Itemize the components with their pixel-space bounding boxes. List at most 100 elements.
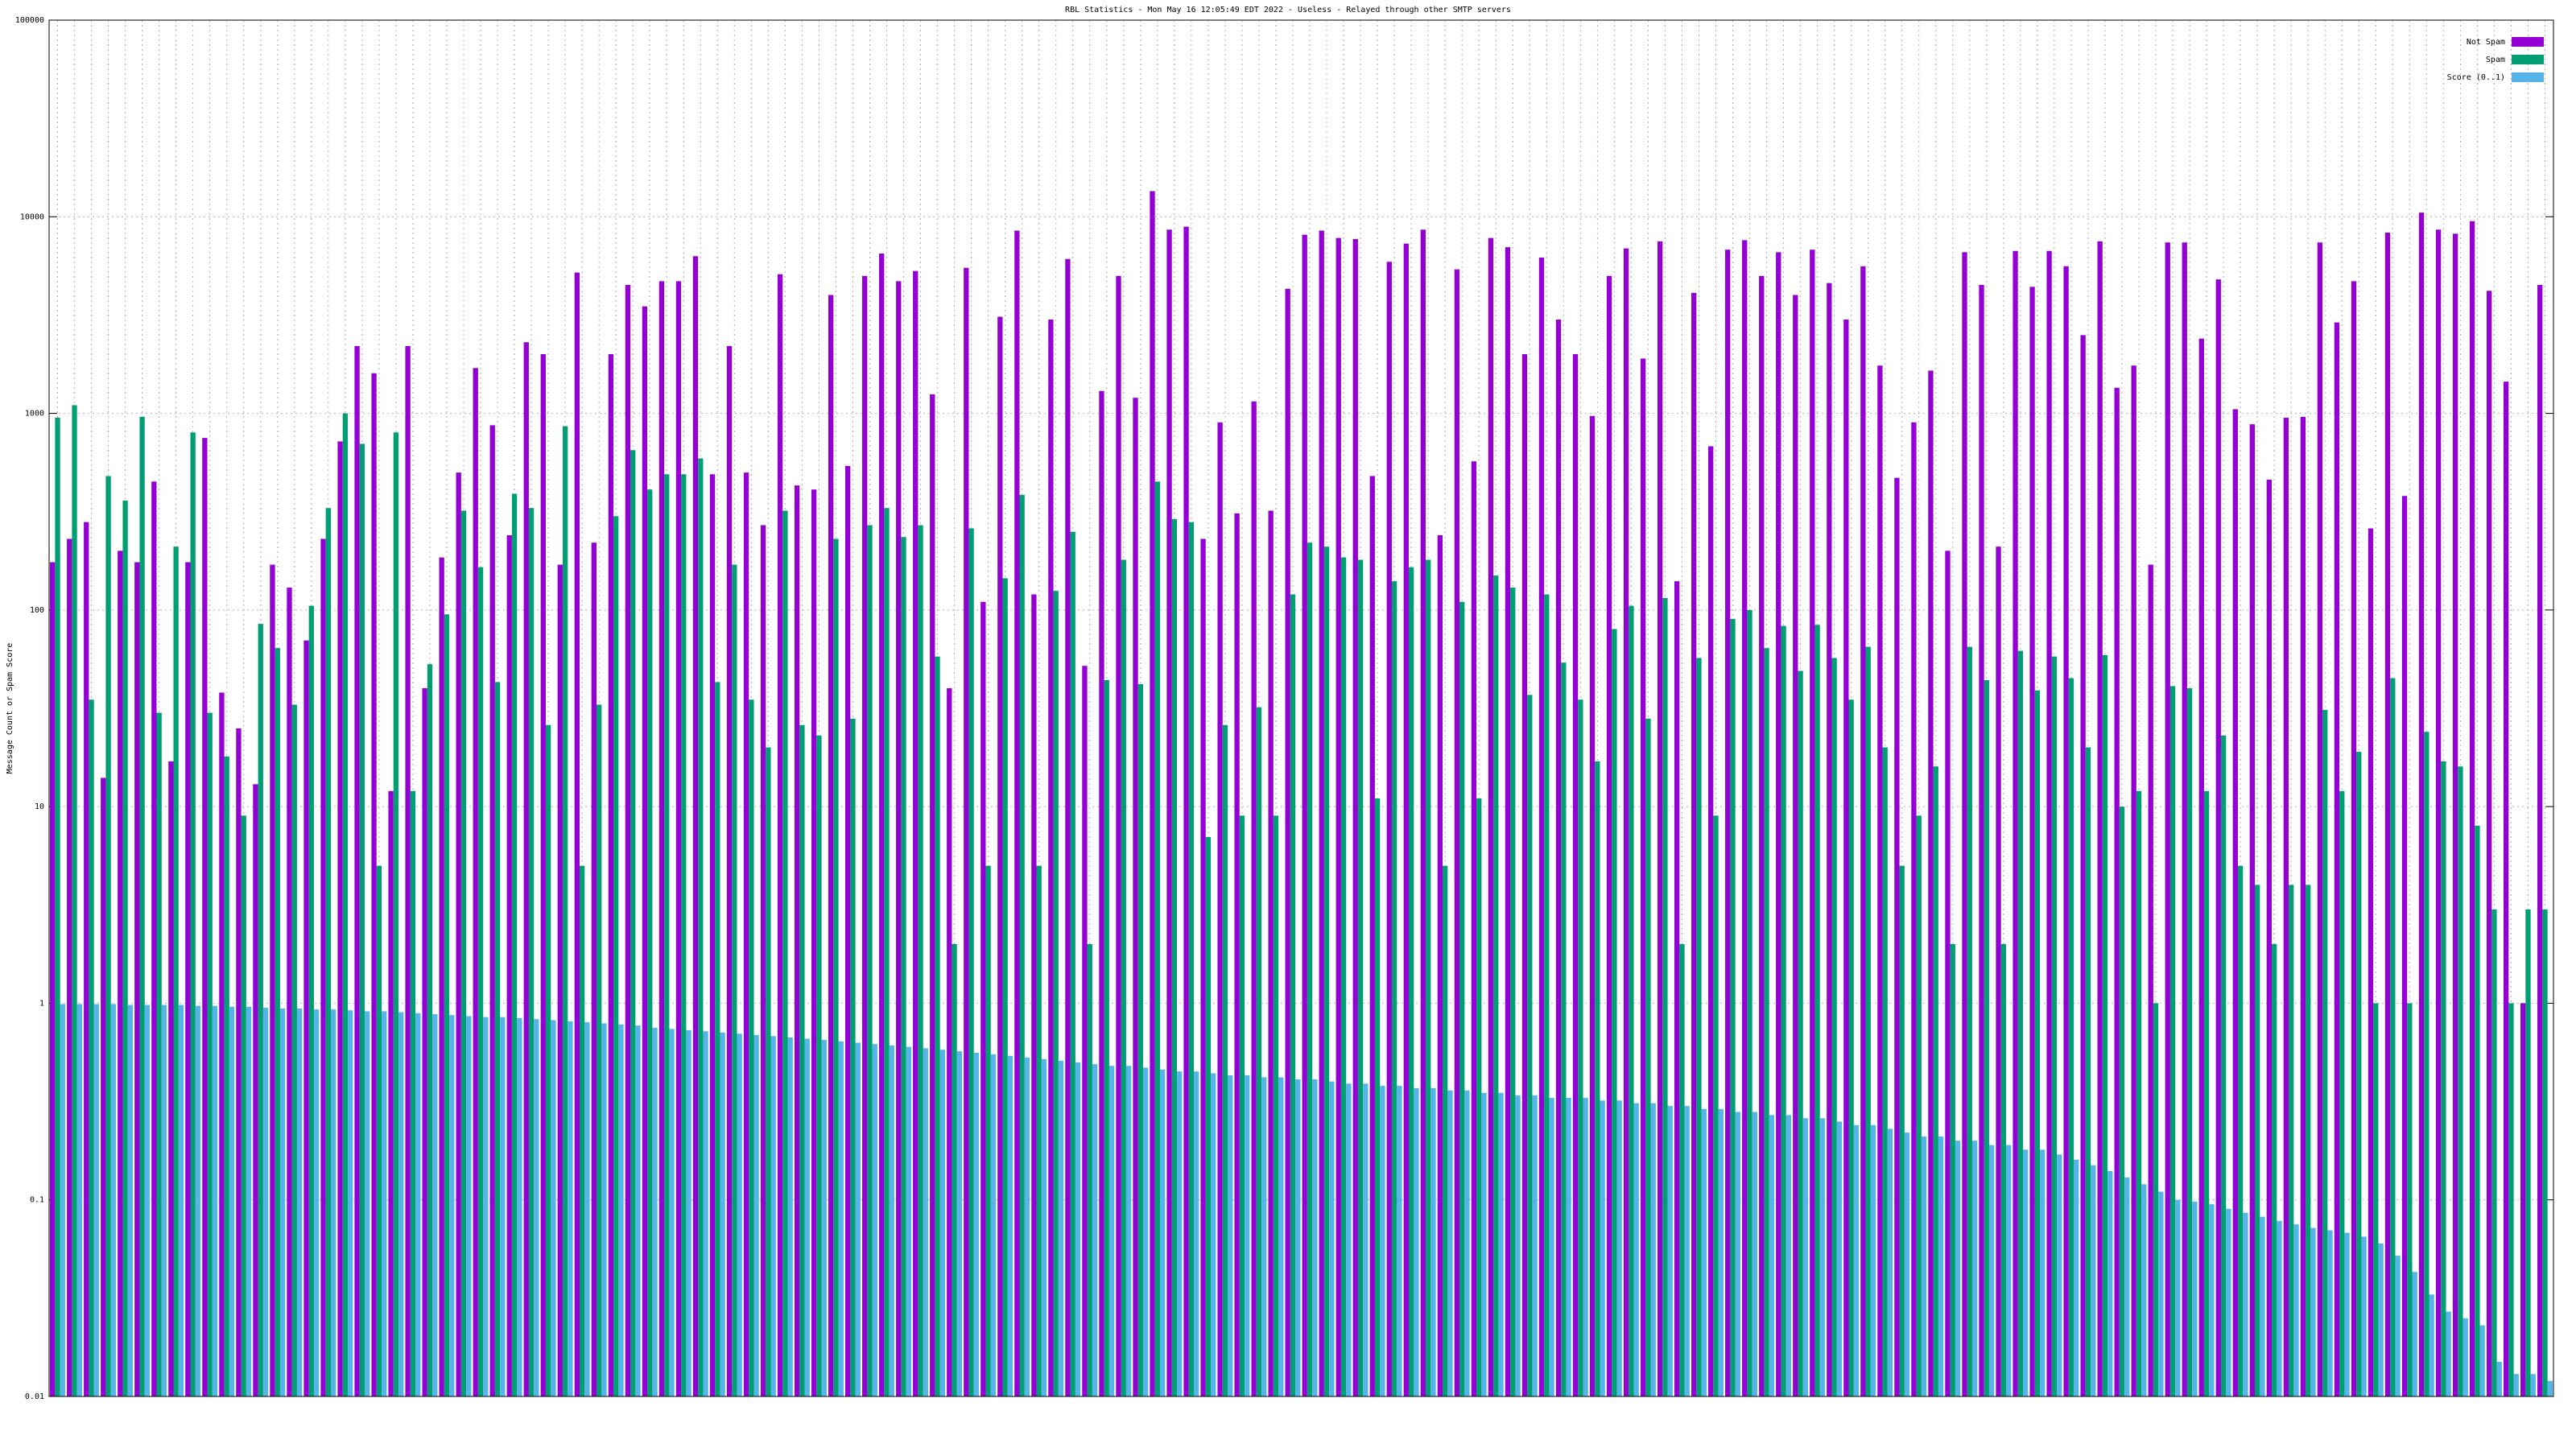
bar — [296, 1008, 303, 1396]
bar — [517, 1017, 522, 1396]
bar — [151, 481, 157, 1397]
bar — [1921, 1136, 1927, 1396]
bar — [777, 274, 783, 1396]
bar — [2503, 382, 2509, 1397]
bar — [1159, 1069, 1166, 1396]
bar — [2182, 242, 2187, 1397]
bar — [591, 542, 597, 1396]
bar — [101, 778, 106, 1396]
bar — [2249, 424, 2255, 1396]
bar — [291, 704, 297, 1396]
bar — [1836, 1121, 1843, 1396]
bar — [439, 557, 444, 1397]
bar — [2141, 1184, 2147, 1396]
bar — [579, 865, 585, 1396]
bar — [1984, 679, 1989, 1396]
bar — [720, 1032, 725, 1396]
bar — [2525, 909, 2531, 1396]
bar — [2508, 1003, 2514, 1396]
bar — [2034, 690, 2041, 1396]
bar — [1217, 422, 1223, 1397]
bar — [2537, 285, 2543, 1396]
bar — [427, 664, 433, 1396]
bar — [2424, 732, 2429, 1396]
bar — [2102, 654, 2108, 1396]
bar — [1183, 226, 1189, 1396]
bar — [2080, 335, 2086, 1397]
bar — [84, 522, 89, 1396]
bar — [2339, 790, 2345, 1396]
bar — [1713, 815, 1719, 1396]
bar — [855, 1042, 861, 1396]
bar — [156, 712, 162, 1396]
bar — [1414, 1087, 1419, 1396]
bar — [584, 1022, 590, 1396]
bar — [2040, 1149, 2046, 1396]
bar — [50, 562, 56, 1397]
bar — [1870, 1124, 1876, 1396]
bar — [2306, 885, 2311, 1396]
bar — [1150, 191, 1155, 1397]
bar — [1962, 252, 1967, 1397]
bar — [1583, 1098, 1588, 1396]
bar — [1374, 798, 1381, 1396]
bar — [139, 416, 145, 1396]
bar — [664, 474, 670, 1396]
bar — [1036, 865, 1042, 1396]
bar — [1747, 609, 1752, 1396]
bar — [732, 564, 737, 1396]
bar — [279, 1008, 286, 1396]
bar — [483, 1017, 489, 1396]
legend-label: Spam — [2486, 56, 2505, 64]
bar — [1742, 240, 1748, 1396]
bar — [753, 1034, 759, 1396]
bar — [2232, 409, 2238, 1397]
bar — [990, 1054, 997, 1396]
bar — [1323, 547, 1330, 1396]
bar — [253, 784, 258, 1396]
bar — [2530, 1374, 2536, 1396]
bar — [1211, 1073, 1216, 1396]
bar — [1843, 320, 1849, 1396]
bar — [1730, 619, 1736, 1396]
bar — [207, 712, 213, 1396]
bar — [686, 1029, 691, 1396]
bar — [523, 342, 529, 1396]
bar — [2203, 790, 2210, 1396]
bar — [743, 472, 749, 1396]
bar — [862, 275, 868, 1397]
bar — [1860, 266, 1866, 1396]
bar — [1802, 1118, 1809, 1396]
bar — [89, 699, 94, 1396]
bar — [2063, 266, 2069, 1396]
bar — [1454, 269, 1460, 1396]
bar — [2220, 735, 2227, 1396]
bar — [1329, 1081, 1335, 1396]
bar — [195, 1005, 201, 1396]
bar — [850, 718, 856, 1396]
bar — [1125, 1066, 1132, 1396]
bar — [118, 551, 123, 1396]
bar — [2283, 418, 2289, 1397]
bar — [557, 564, 563, 1396]
bar — [2124, 1177, 2130, 1396]
bar — [1222, 724, 1228, 1396]
bar — [2051, 656, 2058, 1396]
bar — [828, 295, 834, 1396]
bar — [647, 489, 653, 1396]
bar — [749, 699, 754, 1396]
bar — [1561, 662, 1567, 1396]
bar — [229, 1006, 235, 1396]
bar — [551, 1020, 556, 1396]
bar — [2131, 365, 2136, 1397]
y-tick-label: 100 — [30, 606, 44, 615]
bar — [1014, 230, 1020, 1397]
bar — [1137, 683, 1143, 1396]
bar — [1488, 237, 1494, 1396]
bar — [388, 790, 394, 1396]
bar — [906, 1046, 911, 1396]
bar — [935, 656, 940, 1396]
bar — [709, 474, 716, 1396]
bar — [901, 537, 906, 1396]
bar — [1464, 1090, 1470, 1396]
